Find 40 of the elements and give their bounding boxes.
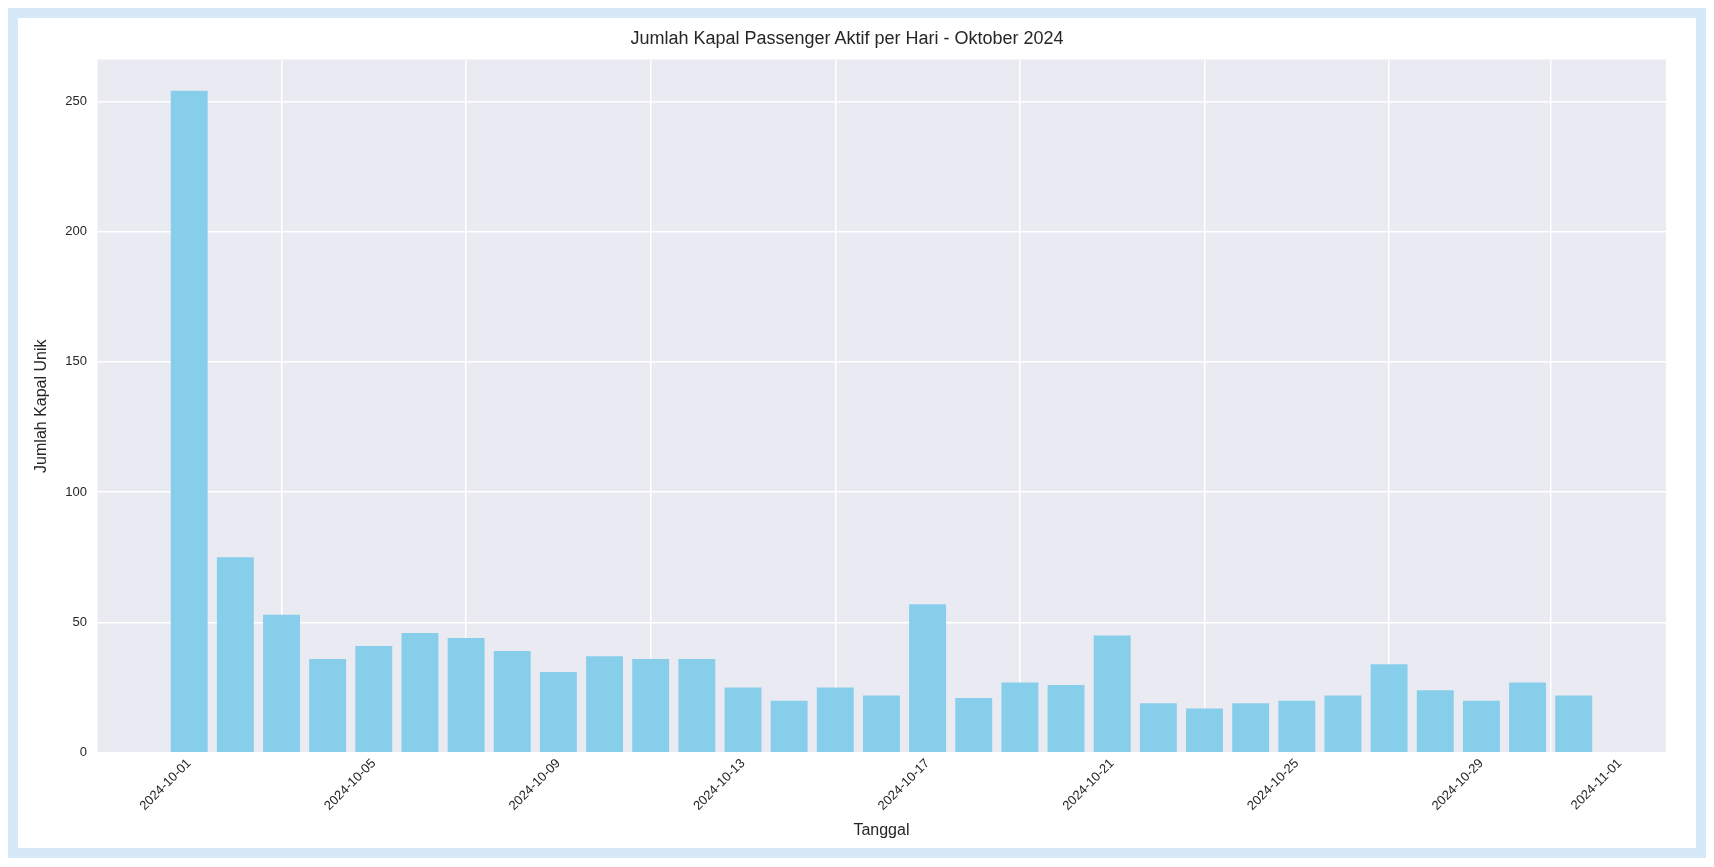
bar [1232, 703, 1270, 752]
y-tick-label: 150 [65, 353, 87, 369]
y-tick-label: 100 [65, 483, 87, 499]
bar [1555, 695, 1593, 752]
bar [1462, 700, 1500, 752]
bar [1001, 682, 1039, 752]
bar [1139, 703, 1177, 752]
bar [1278, 700, 1316, 752]
bar [632, 658, 670, 752]
bar [216, 557, 254, 752]
bar [493, 651, 531, 752]
bar [447, 638, 485, 752]
bar [1093, 635, 1131, 752]
bar [678, 658, 716, 752]
bar [862, 695, 900, 752]
bar [309, 658, 347, 752]
bar [263, 614, 300, 752]
y-tick-label: 200 [65, 223, 87, 239]
bar [355, 645, 393, 752]
bar [1416, 690, 1454, 752]
bar [770, 700, 808, 752]
y-axis-title: Jumlah Kapal Unik [32, 338, 50, 473]
bar [1370, 664, 1408, 752]
bar [1324, 695, 1362, 752]
bar [955, 698, 993, 752]
bar [539, 671, 577, 752]
bar [724, 687, 762, 752]
bar [909, 604, 947, 752]
bar [401, 632, 439, 752]
bar [586, 656, 623, 752]
bar [1047, 685, 1085, 752]
chart-title: Jumlah Kapal Passenger Aktif per Hari - Oktober 2024 [630, 27, 1064, 48]
bar [170, 90, 208, 752]
bar [1186, 708, 1223, 752]
x-axis-title: Tanggal [853, 820, 910, 838]
y-tick-label: 0 [79, 744, 87, 760]
bar [1509, 682, 1547, 752]
y-tick-label: 250 [65, 92, 87, 108]
bar [816, 687, 854, 752]
y-tick-label: 50 [72, 614, 87, 630]
